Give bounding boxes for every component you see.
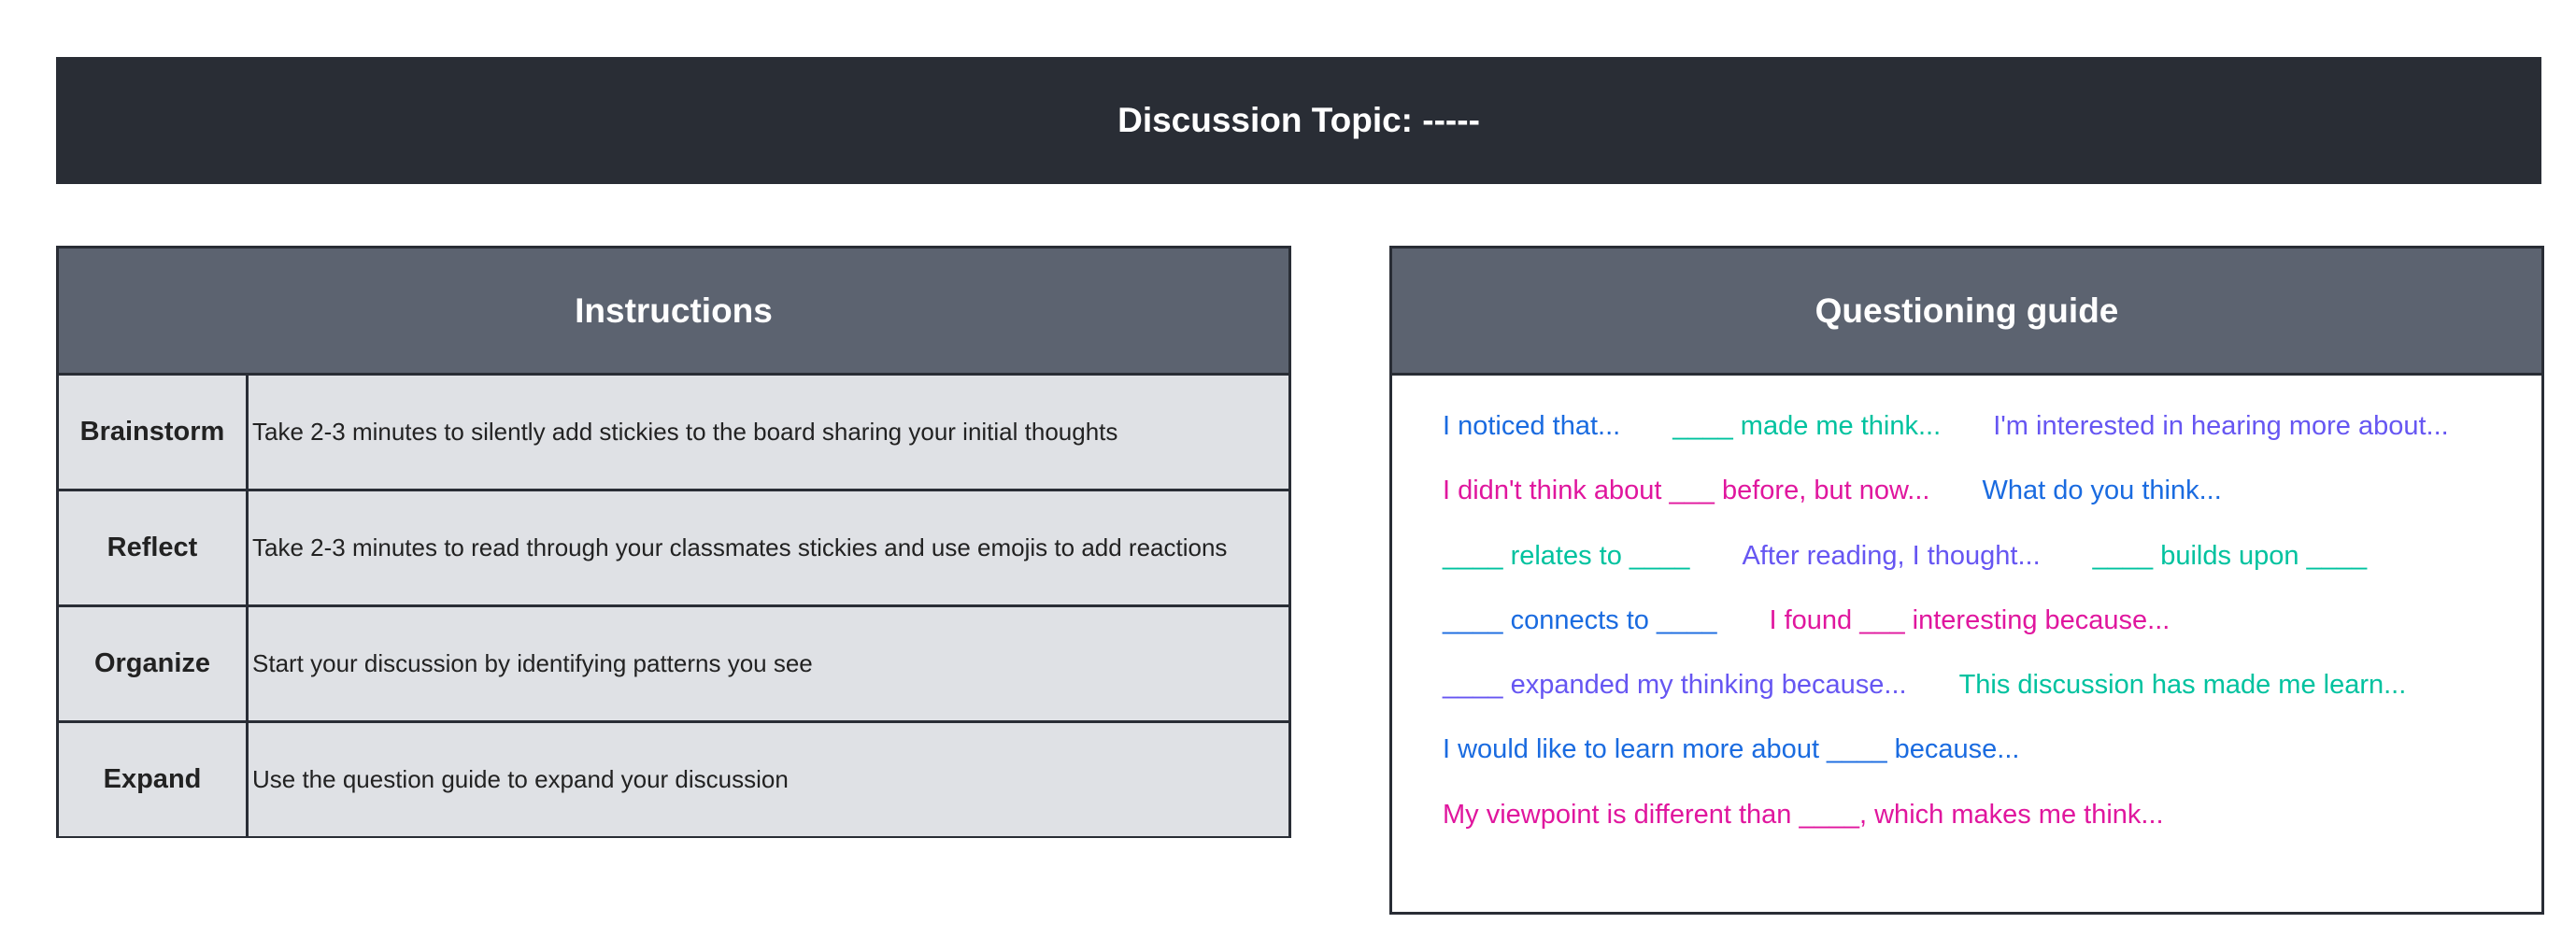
sentence-starter: I didn't think about ___ before, but now… bbox=[1443, 476, 1930, 506]
step-label: Expand bbox=[59, 720, 249, 836]
sentence-starter: ____ expanded my thinking because... bbox=[1443, 670, 1907, 701]
sentence-starter: I'm interested in hearing more about... bbox=[1993, 411, 2449, 441]
table-row: Reflect Take 2-3 minutes to read through… bbox=[59, 489, 1288, 606]
sentence-starter: ____ builds upon ____ bbox=[2092, 540, 2368, 571]
guide-line: I would like to learn more about ____ be… bbox=[1443, 734, 2541, 799]
step-description: Start your discussion by identifying pat… bbox=[247, 604, 1288, 722]
sentence-starter: I would like to learn more about ____ be… bbox=[1443, 734, 2020, 765]
sentence-starter: My viewpoint is different than ____, whi… bbox=[1443, 799, 2164, 830]
discussion-topic-title: Discussion Topic: ----- bbox=[1117, 101, 1480, 139]
guide-line: I didn't think about ___ before, but now… bbox=[1443, 476, 2541, 540]
guide-line: ____ relates to ____ After reading, I tho… bbox=[1443, 541, 2541, 605]
sentence-starter: ____ relates to ____ bbox=[1443, 540, 1690, 571]
table-row: Expand Use the question guide to expand … bbox=[59, 720, 1288, 836]
sentence-starter: After reading, I thought... bbox=[1742, 540, 2041, 571]
step-label: Organize bbox=[59, 604, 249, 722]
questioning-guide-panel: Questioning guide I noticed that... ____ … bbox=[1389, 246, 2544, 915]
instructions-table: Brainstorm Take 2-3 minutes to silently … bbox=[59, 376, 1288, 836]
guide-line: I noticed that... ____ made me think... I'… bbox=[1443, 411, 2541, 476]
guide-line: ____ expanded my thinking because... This… bbox=[1443, 670, 2541, 734]
discussion-topic-header: Discussion Topic: ----- bbox=[56, 57, 2541, 184]
sentence-starter: This discussion has made me learn... bbox=[1958, 670, 2407, 701]
sentence-starter: I found ___ interesting because... bbox=[1769, 604, 2170, 635]
sentence-starter: I noticed that... bbox=[1443, 411, 1621, 441]
questioning-guide-body: I noticed that... ____ made me think... I'… bbox=[1392, 376, 2541, 864]
sentence-starter: ____ connects to ____ bbox=[1443, 604, 1717, 635]
table-row: Organize Start your discussion by identi… bbox=[59, 604, 1288, 722]
instructions-panel: Instructions Brainstorm Take 2-3 minutes… bbox=[56, 246, 1291, 838]
questioning-guide-header: Questioning guide bbox=[1392, 249, 2541, 376]
sentence-starter: What do you think... bbox=[1982, 476, 2222, 506]
guide-line: My viewpoint is different than ____, whi… bbox=[1443, 800, 2541, 864]
step-description: Use the question guide to expand your di… bbox=[247, 720, 1288, 836]
table-row: Brainstorm Take 2-3 minutes to silently … bbox=[59, 376, 1288, 490]
instructions-title: Instructions bbox=[575, 291, 773, 330]
step-description: Take 2-3 minutes to silently add stickie… bbox=[247, 376, 1288, 490]
instructions-header: Instructions bbox=[59, 249, 1288, 376]
questioning-guide-title: Questioning guide bbox=[1815, 291, 2119, 330]
guide-line: ____ connects to ____ I found ___ interes… bbox=[1443, 605, 2541, 670]
sentence-starter: ____ made me think... bbox=[1672, 411, 1942, 441]
step-label: Brainstorm bbox=[59, 376, 249, 490]
step-description: Take 2-3 minutes to read through your cl… bbox=[247, 489, 1288, 606]
step-label: Reflect bbox=[59, 489, 249, 606]
